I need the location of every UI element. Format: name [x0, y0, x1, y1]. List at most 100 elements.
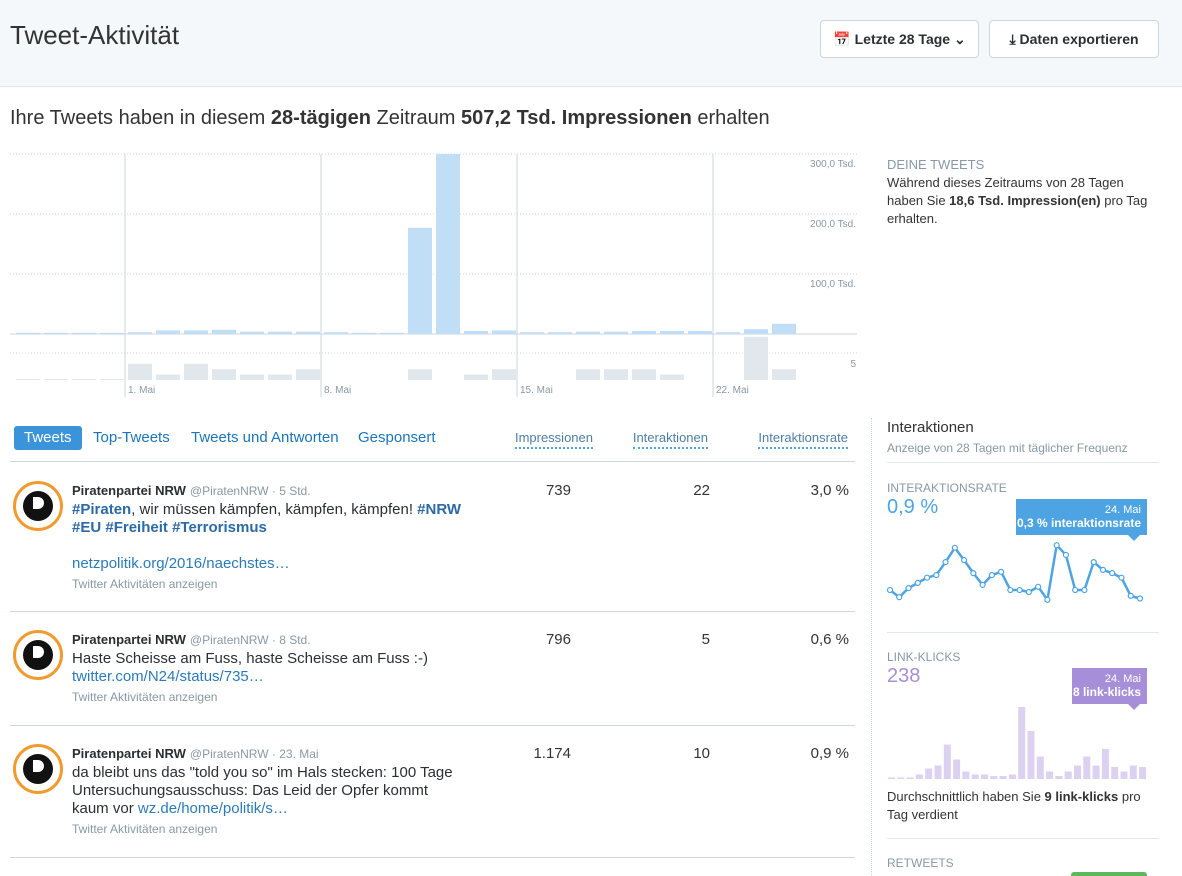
rate-point — [886, 586, 894, 594]
bar — [464, 331, 488, 334]
bar — [772, 323, 796, 334]
bar — [971, 774, 979, 779]
activity-link[interactable]: Twitter Aktivitäten anzeigen — [72, 690, 218, 704]
metric-impressions: 739 — [545, 482, 571, 499]
text-part: pro Tag verdient — [887, 789, 1141, 822]
hashtag[interactable]: #Freiheit — [105, 519, 168, 536]
bar — [72, 332, 96, 334]
bar — [72, 378, 96, 380]
bar — [156, 374, 180, 380]
tooltip — [1072, 668, 1147, 704]
rate-point — [979, 581, 986, 588]
text-part: Ihre Tweets haben in diesem — [10, 107, 271, 129]
row-rule — [10, 857, 855, 858]
hashtag[interactable]: #EU — [72, 519, 102, 536]
table-rule — [10, 461, 855, 462]
y-tick-label: 100,0 Tsd. — [810, 279, 856, 290]
column-header[interactable]: Interaktionen — [632, 430, 708, 449]
bar — [962, 771, 970, 779]
rate-point — [933, 571, 940, 579]
bar — [1120, 771, 1128, 779]
bar — [1018, 707, 1026, 779]
rate-point — [1044, 596, 1051, 603]
bar — [296, 369, 320, 380]
bar — [212, 329, 236, 334]
rate-point — [1127, 592, 1134, 600]
rate-point — [942, 558, 949, 566]
text-part: erhalten — [691, 107, 770, 129]
export-label: Daten exportieren — [1019, 31, 1139, 47]
rate-point — [1099, 566, 1107, 574]
clicks-label: LINK-KLICKS — [887, 650, 961, 664]
bar — [934, 765, 942, 779]
tweet-link[interactable]: wz.de/home/politik/s… — [137, 800, 288, 817]
hashtag[interactable]: #NRW — [417, 501, 462, 518]
metric-impressions: 796 — [545, 631, 571, 648]
date-range-button[interactable]: 📅 Letzte 28 Tage ⌄ — [820, 20, 979, 58]
rate-point — [1118, 574, 1125, 581]
text-part: Zeitraum — [370, 107, 461, 129]
bar — [744, 336, 768, 380]
bar — [576, 369, 600, 380]
bar — [1036, 756, 1044, 779]
retweets-tooltip — [1071, 872, 1147, 876]
y-tick-label: 200,0 Tsd. — [810, 219, 856, 230]
export-button[interactable]: ⤓ Daten exportieren — [989, 20, 1159, 58]
tweet-header: Piratenpartei NRW @PiratenNRW · 8 Std. — [72, 632, 467, 648]
bar — [999, 776, 1007, 779]
x-tick-label: 15. Mai — [520, 385, 553, 396]
bar — [915, 774, 923, 779]
retweets-label: RETWEETS — [887, 856, 954, 870]
bar — [100, 378, 124, 380]
metric-rate: 0,9 % — [810, 745, 849, 762]
y-tick-label: 300,0 Tsd. — [810, 159, 856, 170]
tab[interactable]: Gesponsert — [358, 429, 436, 446]
bar — [100, 332, 124, 334]
bar — [716, 332, 740, 334]
x-tick-label: 1. Mai — [128, 385, 155, 396]
avatar — [13, 481, 63, 531]
bar — [1101, 749, 1109, 779]
metric-rate: 0,6 % — [810, 631, 849, 648]
clicks-footer: Durchschnittlich haben Sie 9 link-klicks… — [887, 788, 1157, 824]
column-header[interactable]: Interaktionsrate — [758, 430, 848, 449]
page-title: Tweet-Aktivität — [10, 20, 180, 50]
bar — [128, 332, 152, 334]
sidebar-heading: DEINE TWEETS — [887, 157, 985, 172]
rate-point — [896, 594, 903, 601]
tooltip-date: 24. Mai — [1105, 673, 1141, 685]
activity-link[interactable]: Twitter Aktivitäten anzeigen — [72, 577, 218, 591]
row-rule — [10, 611, 855, 612]
bar — [604, 369, 628, 380]
column-header[interactable]: Impressionen — [514, 430, 593, 449]
bar — [1055, 776, 1063, 779]
tweet-link[interactable]: twitter.com/N24/status/735… — [72, 668, 264, 685]
tab[interactable]: Tweets und Antworten — [191, 429, 339, 446]
tweet-link[interactable]: netzpolitik.org/2016/naechstes… — [72, 555, 290, 572]
avatar-flag — [33, 497, 44, 509]
bar — [925, 768, 933, 779]
panel-rule — [887, 632, 1159, 633]
text-part: Haste Scheisse am Fuss, haste Scheisse a… — [72, 650, 428, 667]
bar — [1008, 774, 1016, 779]
rate-point — [1072, 586, 1079, 594]
activity-link[interactable]: Twitter Aktivitäten anzeigen — [72, 822, 218, 836]
bar — [16, 332, 40, 334]
rate-point — [1035, 583, 1042, 590]
tweet-text: #Piraten, wir müssen kämpfen, kämpfen, k… — [72, 501, 467, 537]
bar — [352, 332, 376, 334]
hashtag[interactable]: #Terrorismus — [172, 519, 267, 536]
x-tick-label: 22. Mai — [716, 385, 749, 396]
rate-point — [1090, 558, 1097, 566]
rate-line — [889, 542, 1141, 603]
hashtag[interactable]: #Piraten — [72, 501, 132, 518]
tooltip-text: 8 link-klicks — [1073, 685, 1141, 699]
bar — [268, 331, 292, 334]
tab[interactable]: Top-Tweets — [93, 429, 170, 446]
bar — [604, 331, 628, 334]
bar — [1111, 767, 1119, 779]
bar — [632, 331, 656, 334]
tooltip-arrow — [1128, 704, 1140, 710]
text-part: 18,6 Tsd. Impression(en) — [949, 193, 1101, 208]
tab[interactable]: Tweets — [14, 426, 82, 450]
